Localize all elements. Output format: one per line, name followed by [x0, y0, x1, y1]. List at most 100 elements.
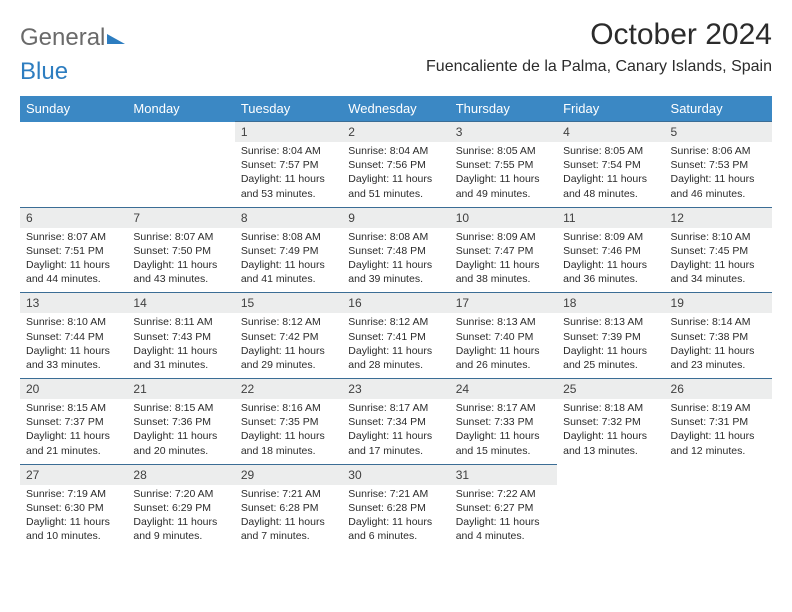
daylight-line: Daylight: 11 hours and 17 minutes. — [348, 429, 443, 457]
logo-triangle-icon — [107, 34, 125, 44]
sunset-line: Sunset: 7:34 PM — [348, 415, 443, 429]
sunrise-line: Sunrise: 8:13 AM — [563, 315, 658, 329]
day-content: Sunrise: 8:10 AMSunset: 7:44 PMDaylight:… — [20, 313, 127, 378]
weekday-header: Saturday — [665, 96, 772, 122]
daylight-line: Daylight: 11 hours and 38 minutes. — [456, 258, 551, 286]
sunset-line: Sunset: 7:47 PM — [456, 244, 551, 258]
day-content: Sunrise: 8:17 AMSunset: 7:34 PMDaylight:… — [342, 399, 449, 464]
sunset-line: Sunset: 7:56 PM — [348, 158, 443, 172]
calendar-day-cell: 4Sunrise: 8:05 AMSunset: 7:54 PMDaylight… — [557, 122, 664, 208]
day-content: Sunrise: 8:08 AMSunset: 7:49 PMDaylight:… — [235, 228, 342, 293]
day-number: 30 — [342, 465, 449, 485]
calendar-day-cell: 6Sunrise: 8:07 AMSunset: 7:51 PMDaylight… — [20, 207, 127, 293]
calendar-day-cell: 25Sunrise: 8:18 AMSunset: 7:32 PMDayligh… — [557, 379, 664, 465]
calendar-day-cell: 17Sunrise: 8:13 AMSunset: 7:40 PMDayligh… — [450, 293, 557, 379]
weekday-header: Friday — [557, 96, 664, 122]
calendar-day-cell: 11Sunrise: 8:09 AMSunset: 7:46 PMDayligh… — [557, 207, 664, 293]
weekday-header: Monday — [127, 96, 234, 122]
calendar-day-cell: 19Sunrise: 8:14 AMSunset: 7:38 PMDayligh… — [665, 293, 772, 379]
sunset-line: Sunset: 7:35 PM — [241, 415, 336, 429]
sunrise-line: Sunrise: 8:16 AM — [241, 401, 336, 415]
daylight-line: Daylight: 11 hours and 39 minutes. — [348, 258, 443, 286]
sunrise-line: Sunrise: 8:08 AM — [348, 230, 443, 244]
sunset-line: Sunset: 7:54 PM — [563, 158, 658, 172]
calendar-day-cell: 1Sunrise: 8:04 AMSunset: 7:57 PMDaylight… — [235, 122, 342, 208]
day-content: Sunrise: 8:07 AMSunset: 7:50 PMDaylight:… — [127, 228, 234, 293]
daylight-line: Daylight: 11 hours and 4 minutes. — [456, 515, 551, 543]
calendar-day-cell: 9Sunrise: 8:08 AMSunset: 7:48 PMDaylight… — [342, 207, 449, 293]
sunrise-line: Sunrise: 8:17 AM — [348, 401, 443, 415]
calendar-day-cell: 28Sunrise: 7:20 AMSunset: 6:29 PMDayligh… — [127, 464, 234, 549]
day-number: 1 — [235, 122, 342, 142]
sunrise-line: Sunrise: 8:11 AM — [133, 315, 228, 329]
sunrise-line: Sunrise: 8:17 AM — [456, 401, 551, 415]
sunset-line: Sunset: 6:28 PM — [348, 501, 443, 515]
sunrise-line: Sunrise: 8:12 AM — [241, 315, 336, 329]
sunset-line: Sunset: 7:57 PM — [241, 158, 336, 172]
day-content: Sunrise: 8:12 AMSunset: 7:41 PMDaylight:… — [342, 313, 449, 378]
sunset-line: Sunset: 7:32 PM — [563, 415, 658, 429]
daylight-line: Daylight: 11 hours and 26 minutes. — [456, 344, 551, 372]
calendar-week-row: 13Sunrise: 8:10 AMSunset: 7:44 PMDayligh… — [20, 293, 772, 379]
sunset-line: Sunset: 7:51 PM — [26, 244, 121, 258]
day-number: 7 — [127, 208, 234, 228]
sunrise-line: Sunrise: 8:12 AM — [348, 315, 443, 329]
day-number: 23 — [342, 379, 449, 399]
calendar-day-cell: 15Sunrise: 8:12 AMSunset: 7:42 PMDayligh… — [235, 293, 342, 379]
day-number: 31 — [450, 465, 557, 485]
sunrise-line: Sunrise: 8:07 AM — [26, 230, 121, 244]
day-number: 4 — [557, 122, 664, 142]
weekday-header: Thursday — [450, 96, 557, 122]
calendar-day-cell: 23Sunrise: 8:17 AMSunset: 7:34 PMDayligh… — [342, 379, 449, 465]
day-content: Sunrise: 7:20 AMSunset: 6:29 PMDaylight:… — [127, 485, 234, 550]
sunrise-line: Sunrise: 8:15 AM — [133, 401, 228, 415]
day-number: 13 — [20, 293, 127, 313]
sunrise-line: Sunrise: 8:18 AM — [563, 401, 658, 415]
calendar-day-cell: 31Sunrise: 7:22 AMSunset: 6:27 PMDayligh… — [450, 464, 557, 549]
day-number: 5 — [665, 122, 772, 142]
daylight-line: Daylight: 11 hours and 9 minutes. — [133, 515, 228, 543]
daylight-line: Daylight: 11 hours and 33 minutes. — [26, 344, 121, 372]
calendar-header-row: SundayMondayTuesdayWednesdayThursdayFrid… — [20, 96, 772, 122]
sunrise-line: Sunrise: 8:10 AM — [671, 230, 766, 244]
sunset-line: Sunset: 7:37 PM — [26, 415, 121, 429]
daylight-line: Daylight: 11 hours and 43 minutes. — [133, 258, 228, 286]
day-content: Sunrise: 8:08 AMSunset: 7:48 PMDaylight:… — [342, 228, 449, 293]
daylight-line: Daylight: 11 hours and 18 minutes. — [241, 429, 336, 457]
weekday-header: Wednesday — [342, 96, 449, 122]
sunset-line: Sunset: 7:41 PM — [348, 330, 443, 344]
day-content: Sunrise: 7:21 AMSunset: 6:28 PMDaylight:… — [235, 485, 342, 550]
sunset-line: Sunset: 7:43 PM — [133, 330, 228, 344]
daylight-line: Daylight: 11 hours and 6 minutes. — [348, 515, 443, 543]
sunrise-line: Sunrise: 7:20 AM — [133, 487, 228, 501]
sunrise-line: Sunrise: 8:04 AM — [241, 144, 336, 158]
daylight-line: Daylight: 11 hours and 25 minutes. — [563, 344, 658, 372]
daylight-line: Daylight: 11 hours and 41 minutes. — [241, 258, 336, 286]
logo-text-blue: Blue — [20, 58, 68, 85]
sunrise-line: Sunrise: 8:07 AM — [133, 230, 228, 244]
day-number: 26 — [665, 379, 772, 399]
sunrise-line: Sunrise: 8:09 AM — [456, 230, 551, 244]
daylight-line: Daylight: 11 hours and 46 minutes. — [671, 172, 766, 200]
calendar-day-cell: 13Sunrise: 8:10 AMSunset: 7:44 PMDayligh… — [20, 293, 127, 379]
day-number: 15 — [235, 293, 342, 313]
weekday-header: Sunday — [20, 96, 127, 122]
daylight-line: Daylight: 11 hours and 29 minutes. — [241, 344, 336, 372]
sunset-line: Sunset: 7:48 PM — [348, 244, 443, 258]
calendar-day-cell: 27Sunrise: 7:19 AMSunset: 6:30 PMDayligh… — [20, 464, 127, 549]
sunrise-line: Sunrise: 8:05 AM — [563, 144, 658, 158]
day-content: Sunrise: 8:05 AMSunset: 7:54 PMDaylight:… — [557, 142, 664, 207]
calendar-day-cell: 2Sunrise: 8:04 AMSunset: 7:56 PMDaylight… — [342, 122, 449, 208]
calendar-day-cell: 14Sunrise: 8:11 AMSunset: 7:43 PMDayligh… — [127, 293, 234, 379]
sunset-line: Sunset: 7:40 PM — [456, 330, 551, 344]
calendar-day-cell: 7Sunrise: 8:07 AMSunset: 7:50 PMDaylight… — [127, 207, 234, 293]
sunset-line: Sunset: 7:53 PM — [671, 158, 766, 172]
day-number: 29 — [235, 465, 342, 485]
daylight-line: Daylight: 11 hours and 21 minutes. — [26, 429, 121, 457]
sunrise-line: Sunrise: 8:15 AM — [26, 401, 121, 415]
daylight-line: Daylight: 11 hours and 28 minutes. — [348, 344, 443, 372]
day-number: 20 — [20, 379, 127, 399]
day-number: 19 — [665, 293, 772, 313]
daylight-line: Daylight: 11 hours and 36 minutes. — [563, 258, 658, 286]
calendar-table: SundayMondayTuesdayWednesdayThursdayFrid… — [20, 96, 772, 549]
